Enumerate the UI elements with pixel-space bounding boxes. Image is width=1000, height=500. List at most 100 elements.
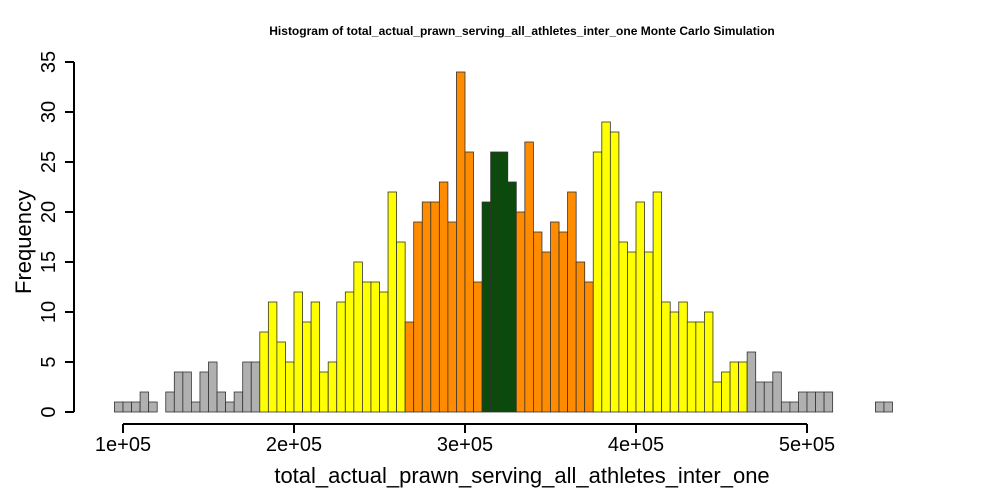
- histogram-bar: [310, 301, 321, 413]
- histogram-bar: [319, 371, 329, 413]
- y-axis: 0 5 10 15 20 25 30 35: [38, 51, 75, 418]
- x-tick-label: 5e+05: [779, 434, 835, 456]
- histogram-bar: [148, 401, 158, 413]
- histogram-bar: [712, 381, 722, 413]
- histogram-bar: [285, 361, 295, 413]
- histogram-bar: [678, 301, 688, 413]
- y-tick-label: 30: [38, 101, 60, 123]
- histogram-bar: [498, 151, 509, 413]
- histogram-bar: [276, 341, 286, 413]
- histogram-bar: [729, 361, 739, 413]
- histogram-bar: [225, 401, 235, 413]
- histogram-bar: [635, 201, 645, 413]
- histogram-bar: [302, 321, 312, 413]
- histogram-bar: [447, 221, 457, 413]
- histogram-bar: [361, 281, 372, 413]
- bars-group: [114, 71, 893, 413]
- histogram-bar: [182, 371, 192, 413]
- x-tick-label: 1e+05: [95, 434, 151, 456]
- histogram-bar: [190, 401, 201, 413]
- histogram-bar: [704, 311, 714, 413]
- histogram-bar: [661, 301, 671, 413]
- histogram-bar: [259, 331, 269, 413]
- histogram-bar: [695, 321, 705, 413]
- histogram-bar: [473, 281, 483, 413]
- histogram-bar: [584, 281, 594, 413]
- y-tick-label: 0: [38, 406, 60, 417]
- histogram-bar: [464, 151, 474, 413]
- y-tick-label: 5: [38, 356, 60, 367]
- histogram-bar: [387, 191, 397, 413]
- histogram-bar: [806, 391, 816, 413]
- histogram-bar: [772, 371, 782, 413]
- histogram-bar: [533, 231, 543, 413]
- histogram-bar: [789, 401, 799, 413]
- histogram-bar: [558, 231, 568, 413]
- y-tick-label: 35: [38, 51, 60, 73]
- histogram-bar: [609, 131, 620, 413]
- histogram-bar: [173, 371, 184, 413]
- histogram-bar: [755, 381, 765, 413]
- histogram-bar: [233, 391, 244, 413]
- histogram-bar: [507, 181, 517, 413]
- histogram-bar: [686, 321, 697, 413]
- histogram-bar: [644, 251, 654, 413]
- histogram-bar: [780, 401, 791, 413]
- histogram-bar: [353, 261, 363, 413]
- histogram-bar: [515, 211, 526, 413]
- histogram-bar: [763, 381, 774, 413]
- histogram-bar: [327, 361, 338, 413]
- histogram-bar: [216, 391, 227, 413]
- histogram-bar: [823, 391, 834, 413]
- histogram-bar: [627, 251, 637, 413]
- histogram-bar: [746, 351, 757, 413]
- histogram-bar: [344, 291, 355, 413]
- histogram-bar: [481, 201, 492, 413]
- histogram-bar: [199, 371, 209, 413]
- histogram-bar: [336, 301, 346, 413]
- histogram-bar: [250, 361, 261, 413]
- histogram-bar: [669, 311, 680, 413]
- histogram-bar: [165, 391, 175, 413]
- histogram-bar: [541, 251, 551, 413]
- x-tick-label: 3e+05: [437, 434, 493, 456]
- x-tick-label: 4e+05: [608, 434, 664, 456]
- x-tick-label: 2e+05: [266, 434, 322, 456]
- histogram-bar: [883, 401, 893, 413]
- histogram-bar: [379, 291, 389, 413]
- histogram-bar: [421, 201, 432, 413]
- histogram-bar: [875, 401, 885, 413]
- x-axis-title: total_actual_prawn_serving_all_athletes_…: [274, 463, 769, 488]
- histogram-bar: [601, 121, 611, 413]
- histogram-bar: [721, 371, 731, 413]
- y-tick-label: 10: [38, 301, 60, 323]
- histogram-bar: [490, 151, 500, 413]
- histogram-bar: [524, 141, 534, 413]
- y-tick-label: 20: [38, 201, 60, 223]
- histogram-bar: [738, 361, 748, 413]
- y-axis-title: Frequency: [11, 190, 36, 294]
- histogram-bar: [293, 291, 303, 413]
- chart-title: Histogram of total_actual_prawn_serving_…: [269, 24, 774, 38]
- histogram-bar: [139, 391, 150, 413]
- histogram-bar: [430, 201, 440, 413]
- histogram-bar: [413, 221, 423, 413]
- histogram-bar: [404, 321, 415, 413]
- x-axis: 1e+05 2e+05 3e+05 4e+05 5e+05: [95, 423, 835, 456]
- histogram-bar: [618, 241, 628, 413]
- histogram-bar: [456, 71, 466, 413]
- histogram-bar: [396, 241, 406, 413]
- histogram-bar: [567, 191, 577, 413]
- histogram-bar: [815, 391, 825, 413]
- histogram-bar: [114, 401, 124, 413]
- histogram-bar: [592, 151, 603, 413]
- y-tick-label: 25: [38, 151, 60, 173]
- histogram-bar: [131, 401, 141, 413]
- histogram-bar: [370, 281, 380, 413]
- histogram-bar: [438, 181, 449, 413]
- histogram-bar: [550, 221, 560, 413]
- y-tick-label: 15: [38, 251, 60, 273]
- histogram-bar: [242, 361, 252, 413]
- histogram-bar: [652, 191, 663, 413]
